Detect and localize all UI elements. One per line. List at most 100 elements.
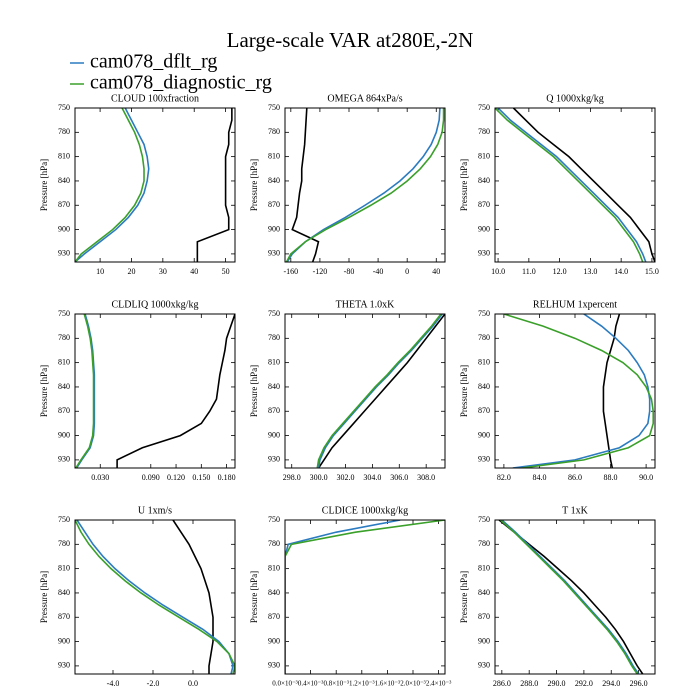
profile-line — [285, 520, 445, 674]
panel-title: U 1xm/s — [138, 505, 172, 516]
y-tick-label: 900 — [58, 224, 70, 233]
plot-frame — [284, 313, 446, 469]
x-tick-label: 20 — [127, 267, 135, 276]
panel-title: CLOUD 100xfraction — [111, 93, 199, 104]
profile-line — [317, 314, 445, 468]
legend-label: cam078_dflt_rg — [90, 51, 217, 73]
y-tick-label: 810 — [478, 563, 490, 572]
y-tick-label: 930 — [268, 455, 280, 464]
profile-line — [196, 108, 233, 262]
plot-frame — [74, 519, 236, 675]
x-tick-label: 1.6×10⁻³ — [375, 680, 401, 688]
y-tick-label: 810 — [268, 563, 280, 572]
y-tick-label: 810 — [268, 151, 280, 160]
x-tick-label: 82.0 — [497, 473, 511, 482]
panel-title: THETA 1.0xK — [336, 299, 395, 310]
x-tick-label: 0 — [405, 267, 409, 276]
x-tick-label: 88.0 — [604, 473, 618, 482]
x-tick-label: 2.4×10⁻³ — [426, 680, 452, 688]
y-tick-label: 780 — [268, 333, 280, 342]
plot-frame — [494, 107, 656, 263]
panel-title: Q 1000xkg/kg — [546, 93, 604, 104]
plot-frame — [494, 519, 656, 675]
x-tick-label: 308.0 — [417, 473, 435, 482]
y-tick-label: 780 — [478, 333, 490, 342]
figure-title: Large-scale VAR at280E,-2N — [227, 28, 474, 52]
y-tick-label: 750 — [268, 103, 280, 112]
x-tick-label: 84.0 — [532, 473, 546, 482]
y-tick-label: 930 — [268, 249, 280, 258]
y-tick-label: 750 — [58, 309, 70, 318]
profile-line — [316, 314, 442, 468]
profile-line — [76, 314, 96, 468]
y-tick-label: 870 — [478, 612, 490, 621]
y-tick-label: 900 — [268, 636, 280, 645]
y-tick-label: 840 — [58, 176, 70, 185]
x-tick-label: 294.0 — [602, 679, 620, 688]
x-tick-label: 0.180 — [218, 473, 236, 482]
x-tick-label: 304.0 — [363, 473, 381, 482]
x-tick-label: 30 — [159, 267, 167, 276]
x-tick-label: -40 — [373, 267, 384, 276]
x-tick-label: 2.0×10⁻³ — [400, 680, 426, 688]
y-axis-label: Pressure [hPa] — [39, 365, 49, 417]
plot-frame — [284, 107, 446, 263]
y-axis-label: Pressure [hPa] — [249, 571, 259, 623]
y-tick-label: 840 — [478, 382, 490, 391]
panel-title: OMEGA 864xPa/s — [327, 93, 402, 104]
profile-line — [317, 314, 443, 468]
panel-title: RELHUM 1xpercent — [533, 299, 617, 310]
x-tick-label: 0.090 — [142, 473, 160, 482]
y-tick-label: 780 — [58, 539, 70, 548]
x-tick-label: 290.0 — [548, 679, 566, 688]
x-tick-label: -80 — [344, 267, 355, 276]
y-tick-label: 750 — [268, 515, 280, 524]
x-tick-label: 0.030 — [91, 473, 109, 482]
panel-title: T 1xK — [562, 505, 588, 516]
y-axis-label: Pressure [hPa] — [39, 159, 49, 211]
y-tick-label: 780 — [478, 127, 490, 136]
y-tick-label: 810 — [58, 563, 70, 572]
legend-label: cam078_diagnostic_rg — [90, 72, 272, 94]
y-tick-label: 810 — [58, 357, 70, 366]
y-tick-label: 870 — [478, 406, 490, 415]
y-tick-label: 780 — [58, 127, 70, 136]
profile-line — [116, 314, 235, 468]
y-tick-label: 900 — [58, 430, 70, 439]
x-tick-label: 11.0 — [522, 267, 536, 276]
x-tick-label: -160 — [283, 267, 298, 276]
x-tick-label: 10 — [96, 267, 104, 276]
x-tick-label: 292.0 — [575, 679, 593, 688]
y-tick-label: 870 — [58, 612, 70, 621]
x-tick-label: 0.4×10⁻³ — [298, 680, 324, 688]
x-tick-label: -120 — [313, 267, 328, 276]
profile-line — [498, 520, 644, 674]
profile-line — [285, 108, 445, 262]
y-tick-label: 900 — [478, 430, 490, 439]
y-axis-label: Pressure [hPa] — [459, 159, 469, 211]
y-axis-label: Pressure [hPa] — [249, 159, 259, 211]
y-tick-label: 840 — [268, 382, 280, 391]
x-tick-label: 10.0 — [491, 267, 505, 276]
x-tick-label: 12.0 — [553, 267, 567, 276]
y-axis-label: Pressure [hPa] — [459, 571, 469, 623]
y-tick-label: 810 — [478, 357, 490, 366]
y-tick-label: 900 — [58, 636, 70, 645]
x-tick-label: 13.0 — [583, 267, 597, 276]
y-tick-label: 750 — [58, 515, 70, 524]
y-tick-label: 900 — [268, 224, 280, 233]
y-tick-label: 780 — [478, 539, 490, 548]
y-tick-label: 930 — [58, 249, 70, 258]
x-tick-label: -4.0 — [107, 679, 120, 688]
profile-line — [602, 314, 621, 468]
y-tick-label: 870 — [268, 612, 280, 621]
y-tick-label: 870 — [58, 200, 70, 209]
x-tick-label: 286.0 — [493, 679, 511, 688]
x-tick-label: 40 — [432, 267, 440, 276]
y-tick-label: 780 — [268, 539, 280, 548]
y-tick-label: 840 — [268, 588, 280, 597]
profile-line — [75, 520, 235, 674]
y-tick-label: 750 — [268, 309, 280, 318]
